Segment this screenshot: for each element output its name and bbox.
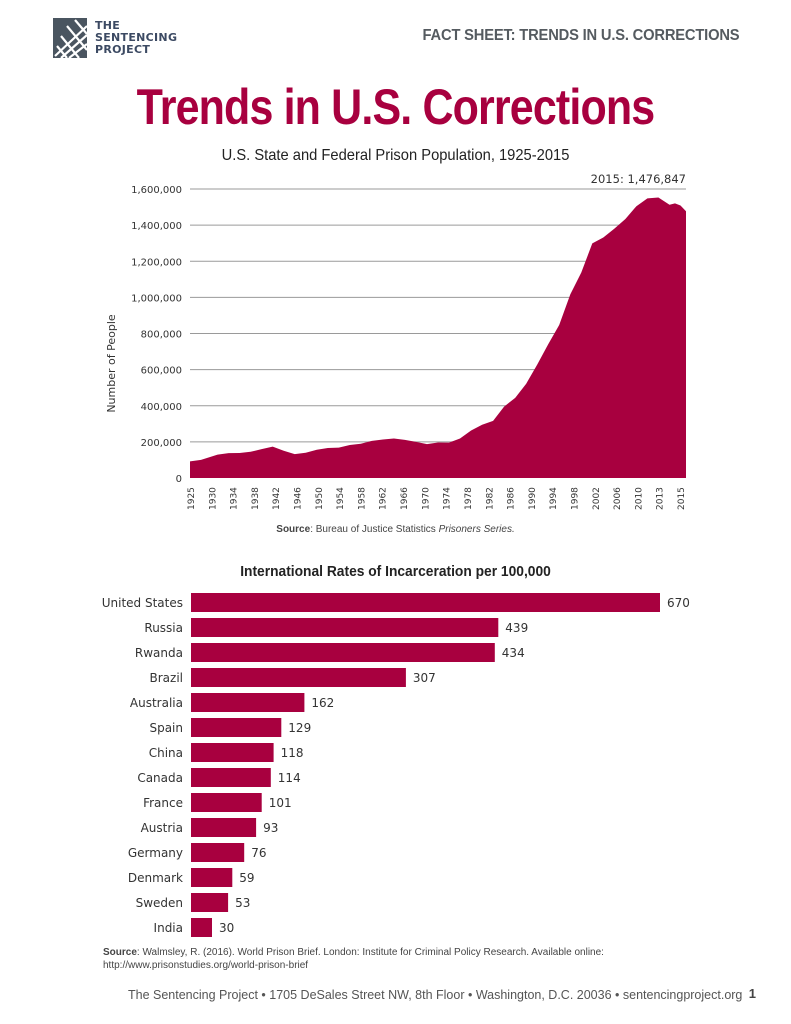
bar-category-label: Rwanda [135, 646, 183, 660]
incarceration-rates-chart: United States 670 Russia 439 Rwanda 434 Brazil… [102, 593, 690, 937]
source-label: Source [276, 524, 311, 535]
annotation-2015: 2015: 1,476,847 [591, 172, 686, 186]
bar-india [191, 918, 212, 937]
area-series-prison-population [190, 197, 686, 478]
x-tick-label: 1942 [272, 487, 282, 510]
page-title: Trends in U.S. Corrections [136, 79, 655, 135]
y-tick-label: 1,200,000 [131, 257, 182, 268]
bar-australia [191, 693, 305, 712]
x-tick-label: 1970 [421, 487, 431, 510]
bar-category-label: France [143, 796, 183, 810]
bar-category-label: Sweden [136, 896, 183, 910]
bar-value-label: 59 [239, 871, 254, 885]
x-tick-label: 1994 [549, 487, 559, 510]
bar-value-label: 670 [667, 596, 690, 610]
logo-grid-icon [53, 18, 87, 58]
bar-united-states [191, 593, 660, 612]
x-tick-label: 1925 [187, 487, 197, 510]
x-tick-label: 1938 [251, 487, 261, 510]
bar-value-label: 101 [269, 796, 292, 810]
x-tick-label: 1990 [528, 487, 538, 510]
bar-category-label: Germany [128, 846, 183, 860]
y-tick-label: 1,600,000 [131, 185, 182, 196]
bar-value-label: 30 [219, 921, 234, 935]
bar-value-label: 439 [505, 621, 528, 635]
bar-category-label: Denmark [128, 871, 183, 885]
footer-address: The Sentencing Project • 1705 DeSales St… [128, 988, 743, 1002]
prison-population-chart: 0 200,000 400,000 600,000 800,000 1,000,000 1,… [105, 172, 687, 510]
x-tick-label: 2006 [613, 487, 623, 510]
logo-line-3: PROJECT [95, 43, 151, 56]
x-tick-label: 1978 [464, 487, 474, 510]
bar-chart-source: Source: Walmsley, R. (2016). World Priso… [103, 946, 703, 972]
bar-canada [191, 768, 271, 787]
logo-line-1: THE [95, 19, 121, 32]
bar-germany [191, 843, 245, 862]
y-tick-label: 200,000 [141, 438, 182, 449]
x-tick-label: 2010 [634, 487, 644, 510]
y-tick-label: 800,000 [141, 330, 182, 341]
x-tick-label: 2015 [677, 487, 687, 510]
bar-value-label: 129 [288, 721, 311, 735]
bar-category-label: Brazil [150, 671, 184, 685]
source-text: : Bureau of Justice Statistics [310, 524, 439, 535]
x-tick-label: 1998 [571, 487, 581, 510]
bar-category-label: Canada [137, 771, 183, 785]
x-tick-label: 1966 [400, 487, 410, 510]
x-tick-label: 1974 [443, 487, 453, 510]
bar-china [191, 743, 274, 762]
bar-category-label: India [154, 921, 183, 935]
x-tick-label: 2002 [592, 487, 602, 510]
area-chart-source: Source: Bureau of Justice Statistics Pri… [0, 524, 791, 535]
bar-value-label: 434 [502, 646, 525, 660]
bar-category-label: United States [102, 596, 183, 610]
bar-sweden [191, 893, 229, 912]
bar-category-label: Russia [144, 621, 183, 635]
bar-chart-title: International Rates of Incarceration per… [240, 563, 551, 580]
y-tick-label: 400,000 [141, 402, 182, 413]
y-tick-label: 1,000,000 [131, 293, 182, 304]
bar-value-label: 53 [235, 896, 250, 910]
bar-rwanda [191, 643, 495, 662]
bar-category-label: Spain [149, 721, 183, 735]
bar-category-label: China [149, 746, 183, 760]
x-tick-label: 1982 [485, 487, 495, 510]
area-chart-title: U.S. State and Federal Prison Population… [221, 147, 570, 164]
bar-value-label: 307 [413, 671, 436, 685]
logo-text: THE SENTENCING PROJECT [95, 20, 177, 56]
bar-denmark [191, 868, 233, 887]
x-tick-label: 1958 [357, 487, 367, 510]
x-tick-label: 1934 [230, 487, 240, 510]
y-tick-label: 0 [176, 474, 182, 485]
bar-category-label: Australia [130, 696, 183, 710]
x-tick-label: 1954 [336, 487, 346, 510]
bar-category-label: Austria [141, 821, 183, 835]
x-tick-label: 2013 [656, 487, 666, 510]
bar-value-label: 76 [251, 846, 266, 860]
bar-value-label: 162 [311, 696, 334, 710]
source-label: Source [103, 947, 137, 958]
page-number: 1 [748, 986, 756, 1001]
bar-france [191, 793, 262, 812]
x-tick-label: 1946 [294, 487, 304, 510]
bar-brazil [191, 668, 406, 687]
logo-line-2: SENTENCING [95, 31, 178, 44]
bar-spain [191, 718, 282, 737]
logo: THE SENTENCING PROJECT [53, 18, 177, 58]
source-text: : Walmsley, R. (2016). World Prison Brie… [103, 947, 604, 971]
bar-value-label: 93 [263, 821, 278, 835]
bar-value-label: 114 [278, 771, 301, 785]
x-tick-label: 1962 [379, 487, 389, 510]
x-tick-label: 1930 [208, 487, 218, 510]
y-tick-label: 600,000 [141, 366, 182, 377]
x-tick-label: 1950 [315, 487, 325, 510]
fact-sheet-label: FACT SHEET: TRENDS IN U.S. CORRECTIONS [422, 27, 739, 44]
bar-value-label: 118 [281, 746, 304, 760]
x-tick-label: 1986 [507, 487, 517, 510]
bar-russia [191, 618, 499, 637]
source-italic: Prisoners Series. [438, 524, 515, 535]
y-tick-label: 1,400,000 [131, 221, 182, 232]
bar-austria [191, 818, 257, 837]
y-axis-label: Number of People [105, 314, 118, 413]
